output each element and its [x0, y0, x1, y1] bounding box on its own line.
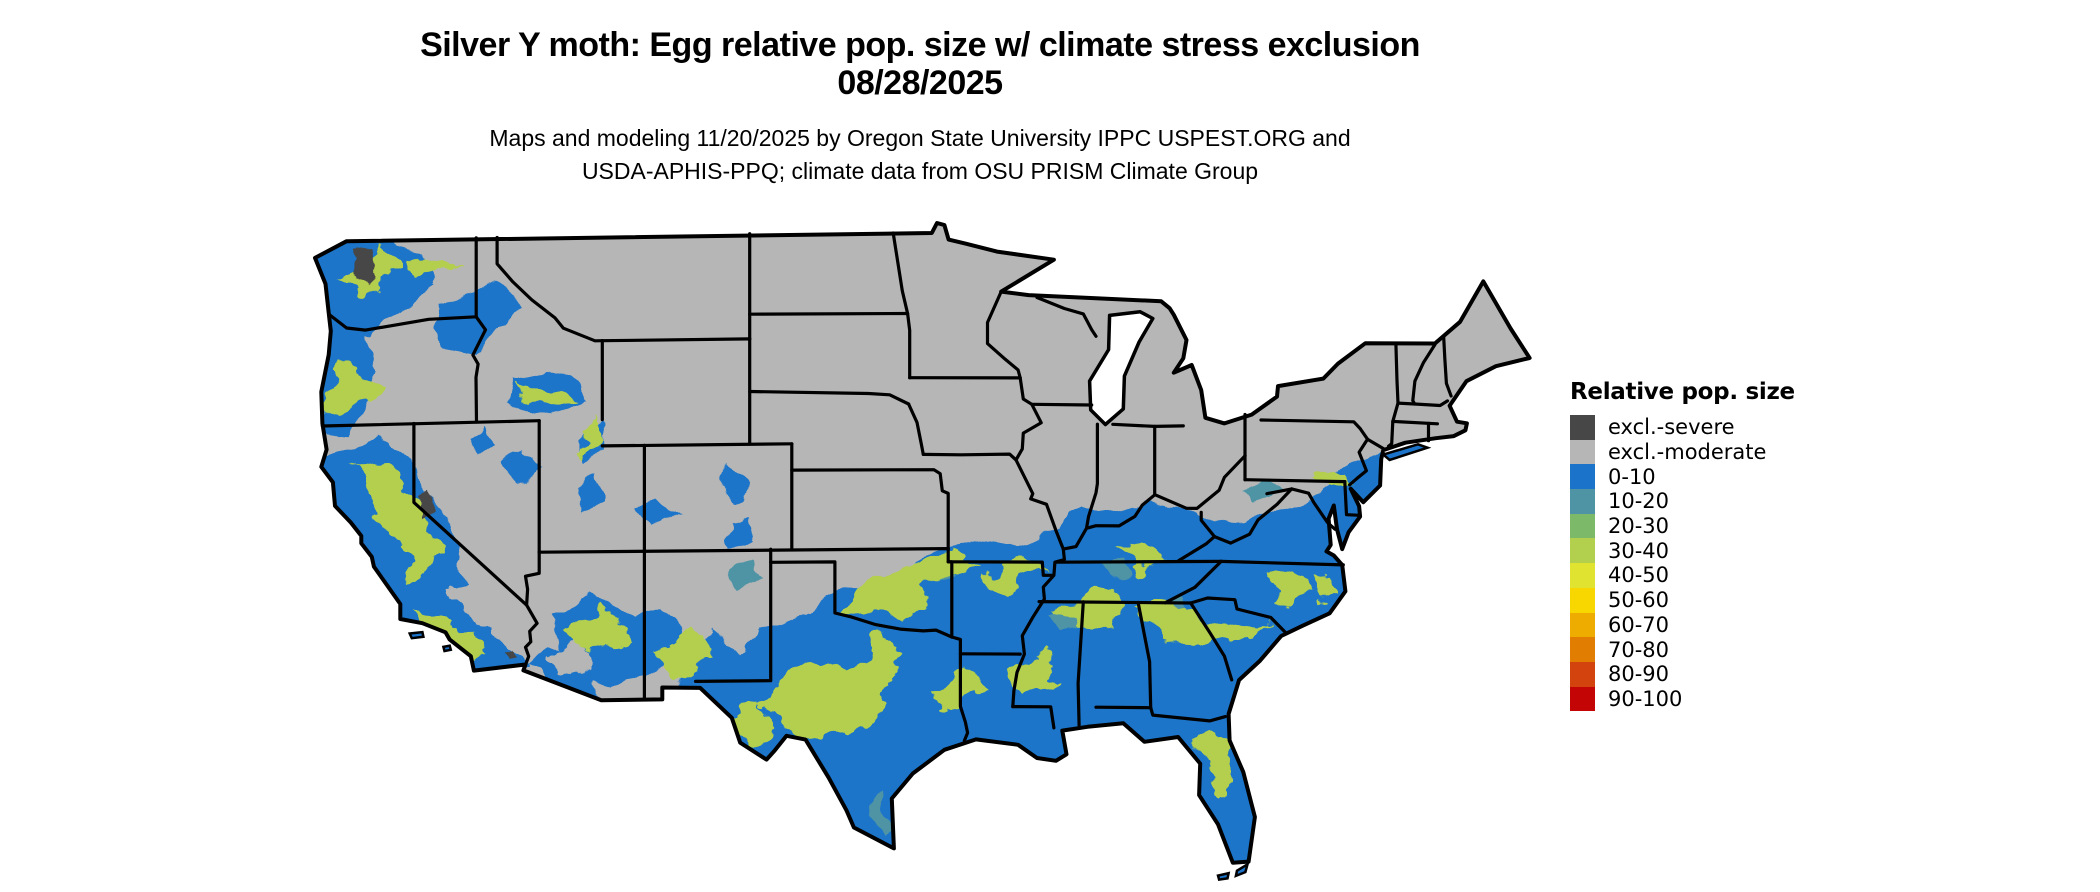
legend-label: 90-100 — [1608, 686, 1683, 711]
legend-swatch-v40 — [1570, 563, 1595, 588]
legend-swatch-v80 — [1570, 661, 1595, 687]
legend-swatch-v0 — [1570, 464, 1595, 490]
legend-swatch-v30 — [1570, 538, 1595, 564]
legend-label: 30-40 — [1608, 538, 1670, 563]
legend-rows: excl.-severe excl.-moderate 0-10 10-20 20-30… — [1570, 415, 1795, 712]
legend-row: excl.-moderate — [1570, 439, 1795, 465]
legend-label: 60-70 — [1608, 612, 1670, 637]
credits-block: Maps and modeling 11/20/2025 by Oregon S… — [320, 122, 1520, 188]
page-title: Silver Y moth: Egg relative pop. size w/… — [420, 26, 1420, 64]
legend-row: 60-70 — [1570, 612, 1795, 638]
credits-line2: USDA-APHIS-PPQ; climate data from OSU PR… — [581, 158, 1259, 184]
legend-row: 40-50 — [1570, 563, 1795, 588]
state-borders — [320, 231, 1453, 743]
legend-label: 0-10 — [1608, 464, 1656, 489]
legend-swatch-moderate — [1570, 439, 1595, 465]
legend-label: 10-20 — [1608, 489, 1670, 514]
legend-row: 30-40 — [1570, 538, 1795, 564]
legend-swatch-v10 — [1570, 489, 1595, 514]
legend-row: 50-60 — [1570, 587, 1795, 613]
legend-label: excl.-severe — [1608, 415, 1735, 440]
legend-title: Relative pop. size — [1570, 379, 1795, 405]
title-block: Silver Y moth: Egg relative pop. size w/… — [320, 26, 1520, 102]
legend-label: excl.-moderate — [1608, 440, 1767, 465]
legend-row: 20-30 — [1570, 513, 1795, 539]
legend-label: 40-50 — [1608, 563, 1670, 588]
legend-swatch-v20 — [1570, 513, 1595, 539]
map-fill-layers — [315, 223, 1530, 863]
legend-swatch-v70 — [1570, 637, 1595, 662]
legend-row: 10-20 — [1570, 489, 1795, 514]
legend-label: 70-80 — [1608, 637, 1670, 662]
legend-swatch-v50 — [1570, 587, 1595, 613]
legend-label: 80-90 — [1608, 662, 1670, 687]
suitability-30-40-region — [323, 248, 1355, 801]
legend-swatch-v90 — [1570, 686, 1595, 712]
legend-label: 20-30 — [1608, 514, 1670, 539]
legend: Relative pop. size excl.-severe excl.-mod… — [1570, 379, 1795, 712]
legend-swatch-v60 — [1570, 612, 1595, 638]
credits-line1: Maps and modeling 11/20/2025 by Oregon S… — [489, 125, 1351, 151]
lake-michigan — [1087, 310, 1155, 427]
legend-row: 90-100 — [1570, 686, 1795, 712]
legend-label: 50-60 — [1608, 588, 1670, 613]
legend-swatch-severe — [1570, 415, 1595, 440]
legend-row: 70-80 — [1570, 637, 1795, 662]
islands — [407, 442, 1432, 881]
legend-row: 80-90 — [1570, 661, 1795, 687]
legend-row: excl.-severe — [1570, 415, 1795, 440]
excluded-severe-patches — [351, 251, 507, 656]
legend-row: 0-10 — [1570, 464, 1795, 490]
page-subtitle-date: 08/28/2025 — [837, 64, 1003, 102]
conus-outline — [313, 221, 1532, 865]
